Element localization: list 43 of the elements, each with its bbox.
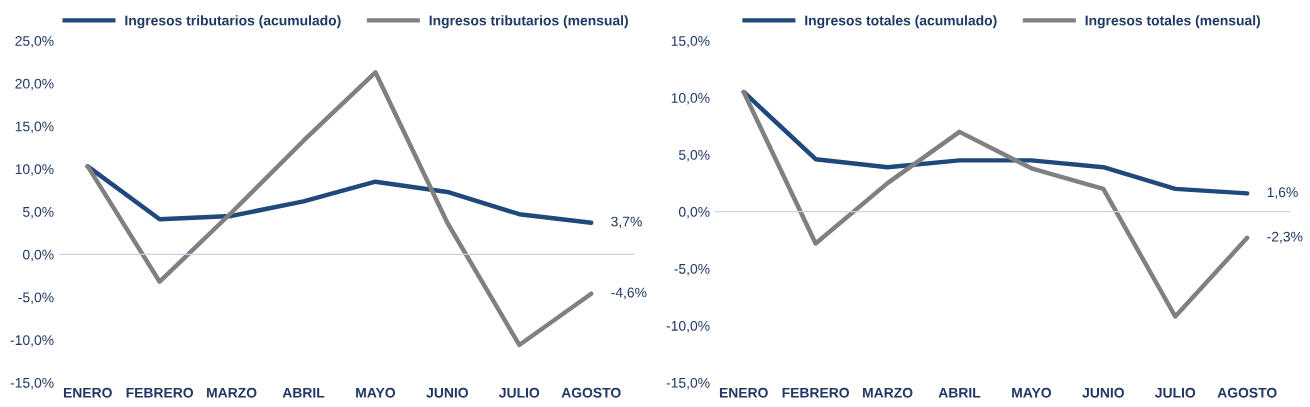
x-tick-label: MARZO [207, 387, 257, 398]
data-label: -4,6% [611, 287, 647, 300]
data-label: -2,3% [1267, 231, 1303, 244]
x-tick-label: FEBRERO [126, 387, 194, 398]
y-tick-label: -15,0% [10, 377, 54, 390]
line-series [741, 89, 1250, 196]
x-tick-label: MAYO [356, 387, 396, 398]
data-label: 1,6% [1267, 187, 1298, 199]
legend-label: Ingresos totales (acumulado) [805, 15, 997, 29]
x-tick-label: FEBRERO [782, 387, 849, 398]
y-tick-label: 5,0% [22, 206, 54, 219]
y-tick-label: 0,0% [678, 206, 710, 219]
x-tick-label: ABRIL [938, 387, 981, 398]
x-tick-label: JUNIO [426, 387, 468, 398]
y-tick-label: -10,0% [666, 320, 710, 333]
legend-label: Ingresos totales (mensual) [1085, 15, 1261, 29]
y-tick-label: -5,0% [18, 292, 54, 304]
y-tick-label: -5,0% [674, 263, 710, 276]
y-tick-label: 15,0% [15, 121, 54, 133]
y-tick-label: 10,0% [671, 93, 710, 105]
x-tick-label: JUNIO [1082, 387, 1124, 398]
y-tick-label: 20,0% [15, 78, 54, 91]
legend-label: Ingresos tributarios (mensual) [429, 15, 628, 29]
x-tick-label: JULIO [499, 387, 540, 398]
x-tick-label: AGOSTO [561, 387, 621, 398]
x-tick-label: ENERO [63, 387, 112, 398]
y-tick-label: 5,0% [678, 149, 710, 162]
x-tick-label: MARZO [863, 387, 913, 398]
y-tick-label: 15,0% [671, 36, 710, 48]
y-tick-label: 10,0% [15, 164, 54, 176]
line-series [741, 89, 1250, 319]
y-tick-label: 0,0% [22, 249, 54, 262]
x-tick-label: MAYO [1012, 387, 1052, 398]
line-series [85, 70, 594, 348]
x-tick-label: JULIO [1155, 387, 1196, 398]
y-tick-label: -15,0% [666, 377, 710, 390]
x-tick-label: AGOSTO [1217, 387, 1277, 398]
y-tick-label: 25,0% [15, 36, 54, 48]
x-tick-label: ABRIL [282, 387, 325, 398]
x-tick-label: ENERO [719, 387, 768, 398]
data-label: 3,7% [611, 216, 642, 229]
legend-label: Ingresos tributarios (acumulado) [125, 15, 341, 29]
y-tick-label: -10,0% [10, 335, 54, 347]
